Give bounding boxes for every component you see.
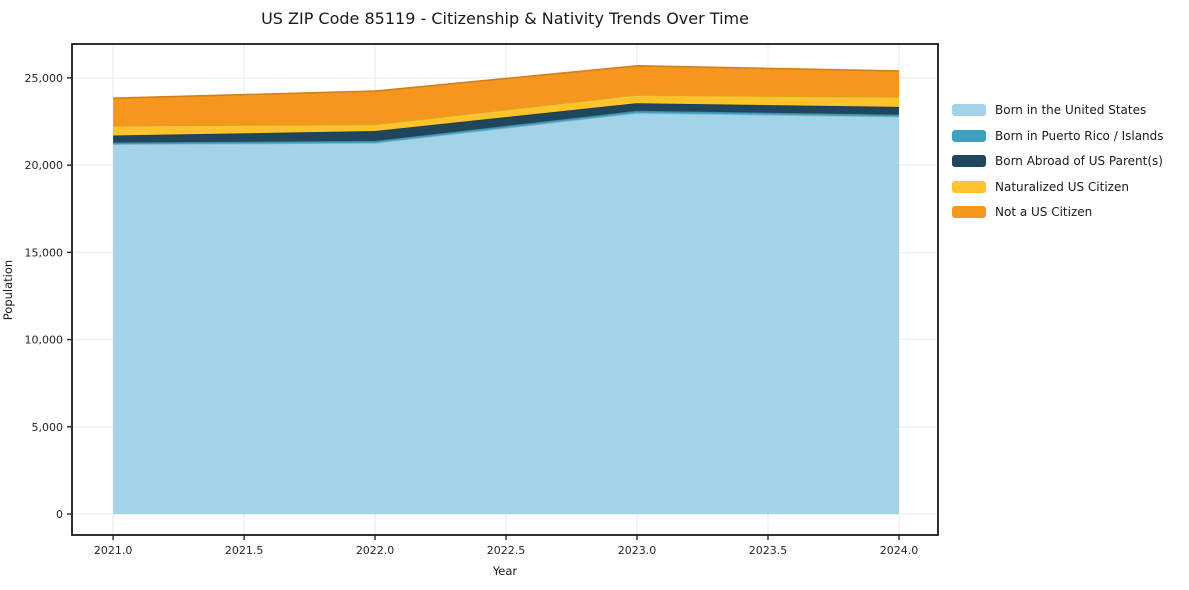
legend-swatch-icon (952, 129, 986, 142)
legend-label: Not a US Citizen (995, 205, 1093, 219)
legend-label: Naturalized US Citizen (995, 179, 1129, 194)
legend-item-0: Born in the United States (952, 103, 1164, 117)
legend: Born in the United States Born in Puerto … (952, 103, 1164, 219)
legend-swatch-icon (952, 206, 986, 218)
x-tick-label: 2022.5 (487, 544, 526, 557)
x-axis-label: Year (492, 564, 518, 578)
x-tick-label: 2024.0 (880, 544, 919, 557)
legend-swatch-icon (952, 104, 986, 116)
y-tick-label: 10,000 (25, 334, 64, 347)
legend-label: Born Abroad of US Parent(s) (995, 154, 1163, 168)
x-tick-label: 2021.0 (94, 544, 133, 557)
y-tick-label: 0 (56, 508, 63, 521)
x-tick-label: 2023.0 (618, 544, 657, 557)
legend-item-2: Born Abroad of US Parent(s) (952, 154, 1164, 168)
area-series-0 (113, 112, 900, 515)
legend-item-1: Born in Puerto Rico / Islands (952, 129, 1164, 143)
x-tick-label: 2021.5 (225, 544, 264, 557)
legend-swatch-icon (952, 155, 986, 167)
area-series-1 (113, 110, 900, 145)
x-tick-label: 2023.5 (749, 544, 788, 557)
legend-item-4: Not a US Citizen (952, 205, 1164, 219)
legend-item-3: Naturalized US Citizen (952, 180, 1164, 194)
plot-border (71, 43, 939, 536)
y-tick-label: 25,000 (25, 72, 64, 85)
y-tick-label: 15,000 (25, 246, 64, 259)
y-axis-label: Population (1, 259, 15, 321)
y-tick-label: 5,000 (32, 421, 64, 434)
y-tick-label: 20,000 (25, 159, 64, 172)
legend-label: Born in the United States (995, 103, 1147, 117)
area-series-4 (113, 65, 900, 126)
legend-label: Born in Puerto Rico / Islands (995, 128, 1164, 143)
legend-swatch-icon (952, 180, 986, 193)
chart-title: US ZIP Code 85119 - Citizenship & Nativi… (261, 9, 749, 28)
area-series-4-edge (113, 64, 900, 99)
x-tick-label: 2022.0 (356, 544, 395, 557)
